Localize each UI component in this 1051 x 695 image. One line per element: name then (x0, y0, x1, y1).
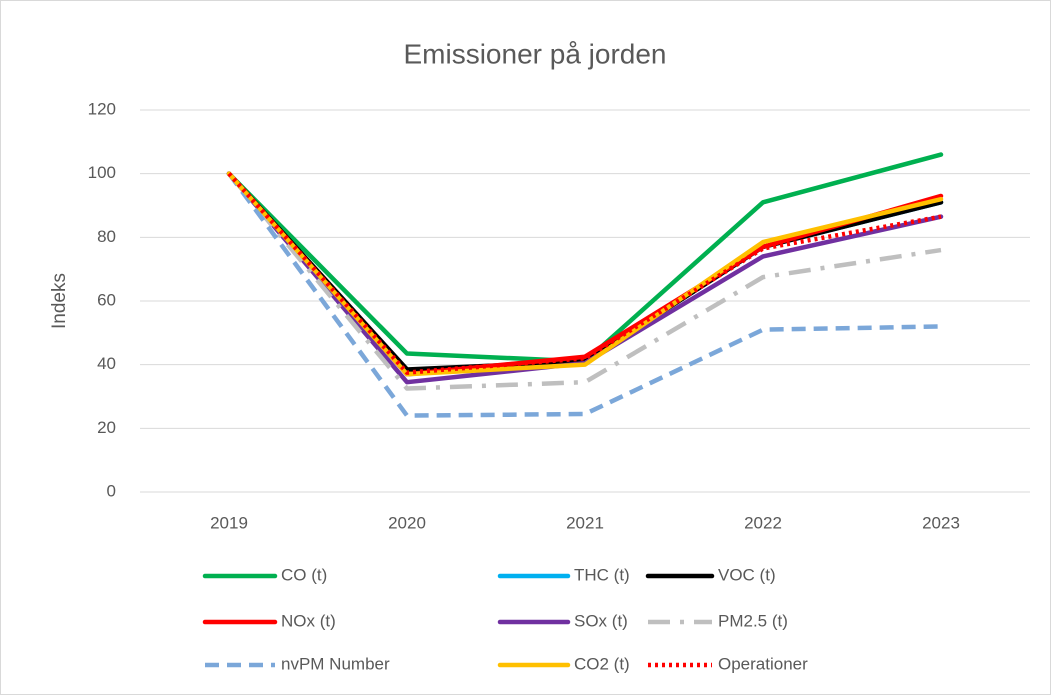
legend-label: Operationer (718, 654, 808, 673)
legend-label: nvPM Number (281, 654, 390, 673)
chart-title: Emissioner på jorden (403, 38, 666, 69)
y-tick-label: 20 (97, 418, 116, 437)
legend-label: SOx (t) (574, 611, 628, 630)
legend-label: THC (t) (574, 565, 630, 584)
series-line (227, 172, 942, 375)
y-tick-label: 100 (88, 163, 116, 182)
x-tick-label: 2023 (922, 513, 960, 532)
y-tick-label: 60 (97, 290, 116, 309)
y-tick-label: 120 (88, 99, 116, 118)
legend-label: NOx (t) (281, 611, 336, 630)
legend-label: CO (t) (281, 565, 327, 584)
y-tick-label: 0 (107, 481, 116, 500)
y-axis-label: Indeks (49, 273, 70, 329)
x-tick-label: 2022 (744, 513, 782, 532)
series-line (226, 171, 944, 377)
x-tick-label: 2020 (388, 513, 426, 532)
y-tick-label: 40 (97, 354, 116, 373)
y-tick-label: 80 (97, 227, 116, 246)
x-tick-label: 2021 (566, 513, 604, 532)
legend-label: CO2 (t) (574, 654, 630, 673)
legend-label: VOC (t) (718, 565, 776, 584)
legend-label: PM2.5 (t) (718, 611, 788, 630)
x-tick-label: 2019 (210, 513, 248, 532)
series-line (227, 172, 942, 418)
series-line (227, 172, 942, 391)
